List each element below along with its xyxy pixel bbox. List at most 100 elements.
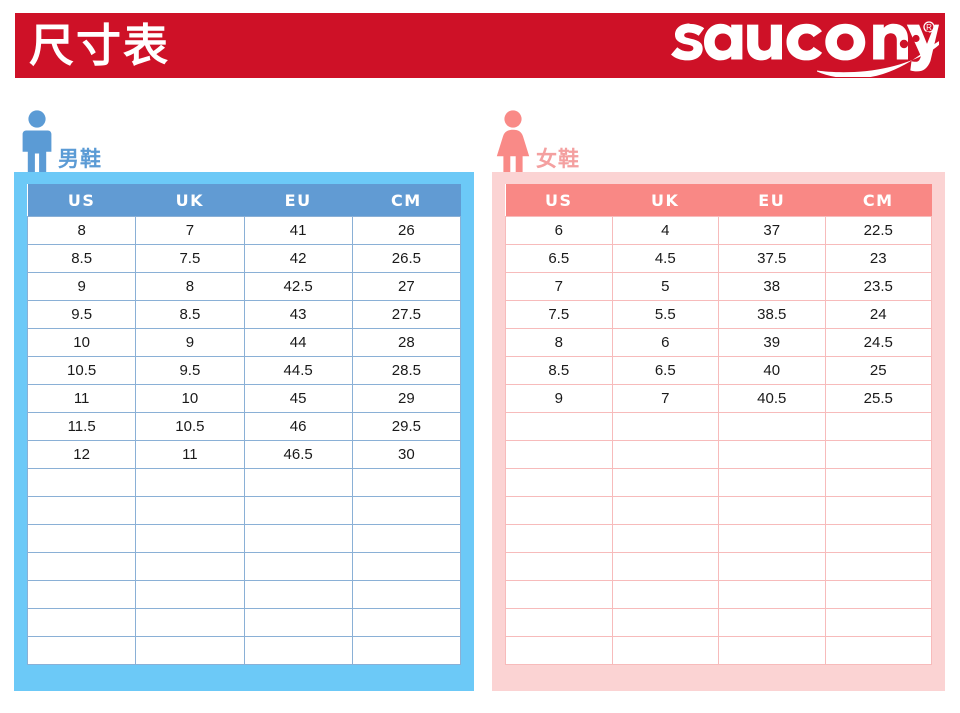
table-cell-cm [824, 440, 932, 469]
table-cell-cm: 24 [824, 300, 932, 329]
table-cell-cm: 22.5 [824, 216, 932, 245]
table-cell-eu [718, 608, 826, 637]
table-cell-us [26, 468, 137, 497]
table-cell-uk: 9.5 [135, 356, 245, 385]
table-cell-cm [824, 524, 932, 553]
table-row: 9.5 8.5 43 27.5 [26, 300, 462, 329]
table-row [26, 468, 462, 497]
male-figure-icon [22, 110, 52, 172]
table-cell-uk [135, 552, 245, 581]
table-cell-uk: 11 [135, 440, 245, 469]
table-row [26, 580, 462, 609]
column-header-eu: EU [244, 184, 353, 217]
table-cell-eu: 37.5 [718, 244, 826, 273]
table-cell-uk: 7 [135, 216, 245, 245]
table-row: 12 11 46.5 30 [26, 440, 462, 469]
column-header-cm: CM [352, 184, 461, 217]
table-cell-us: 10 [26, 328, 137, 357]
table-cell-uk: 7.5 [135, 244, 245, 273]
table-cell-us [26, 580, 137, 609]
table-cell-us [505, 636, 613, 665]
table-cell-cm [824, 468, 932, 497]
saucony-swoosh-logo: R [671, 20, 939, 77]
table-cell-us: 7 [505, 272, 613, 301]
saucony-logo: R [669, 15, 939, 77]
table-cell-eu [718, 524, 826, 553]
table-cell-cm [824, 580, 932, 609]
table-cell-us: 9.5 [26, 300, 137, 329]
table-header-row-men: US UK EU CM [27, 184, 461, 217]
table-cell-us: 12 [26, 440, 137, 469]
table-row [505, 496, 932, 525]
table-cell-eu [243, 608, 353, 637]
table-cell-eu: 44 [243, 328, 353, 357]
table-cell-uk: 8 [135, 272, 245, 301]
table-cell-cm: 23 [824, 244, 932, 273]
table-cell-uk: 5.5 [611, 300, 719, 329]
table-cell-cm [351, 580, 462, 609]
table-cell-eu: 42 [243, 244, 353, 273]
section-men: 男鞋 US UK EU CM 8 7 41 26 8.5 7.5 42 26.5 9 8 42.5 2… [14, 100, 474, 691]
table-cell-cm: 26 [351, 216, 462, 245]
table-row [26, 636, 462, 665]
table-cell-uk [611, 468, 719, 497]
table-cell-eu: 45 [243, 384, 353, 413]
column-header-uk: UK [135, 184, 244, 217]
column-header-eu: EU [718, 184, 825, 217]
table-cell-uk [135, 580, 245, 609]
table-cell-us: 9 [505, 384, 613, 413]
table-cell-us [26, 524, 137, 553]
table-cell-cm [351, 608, 462, 637]
table-cell-uk [611, 412, 719, 441]
table-cell-eu [243, 552, 353, 581]
table-row [26, 496, 462, 525]
table-cell-uk [135, 636, 245, 665]
table-cell-eu: 43 [243, 300, 353, 329]
table-row: 10.5 9.5 44.5 28.5 [26, 356, 462, 385]
table-row [505, 524, 932, 553]
panel-men: US UK EU CM 8 7 41 26 8.5 7.5 42 26.5 9 8 42.5 27 9.… [14, 172, 474, 691]
table-cell-cm [824, 552, 932, 581]
header-banner: 尺寸表 R [15, 13, 945, 78]
table-cell-us: 6.5 [505, 244, 613, 273]
table-cell-cm: 30 [351, 440, 462, 469]
page-title: 尺寸表 [29, 19, 171, 72]
table-cell-uk [611, 440, 719, 469]
table-cell-us [505, 412, 613, 441]
table-row: 8 7 41 26 [26, 216, 462, 245]
table-row [26, 552, 462, 581]
table-cell-cm [824, 412, 932, 441]
table-cell-cm [351, 524, 462, 553]
table-row: 6 4 37 22.5 [505, 216, 932, 245]
table-cell-eu [243, 496, 353, 525]
table-cell-us: 10.5 [26, 356, 137, 385]
table-cell-eu: 46 [243, 412, 353, 441]
table-cell-uk: 5 [611, 272, 719, 301]
table-row: 9 8 42.5 27 [26, 272, 462, 301]
column-header-us: US [505, 184, 612, 217]
table-row: 8.5 7.5 42 26.5 [26, 244, 462, 273]
table-cell-eu: 40.5 [718, 384, 826, 413]
column-header-uk: UK [612, 184, 719, 217]
panel-women: US UK EU CM 6 4 37 22.5 6.5 4.5 37.5 23 7 5 38 23.5… [492, 172, 945, 691]
table-cell-eu [243, 580, 353, 609]
table-row [505, 580, 932, 609]
table-row [26, 524, 462, 553]
table-cell-cm: 23.5 [824, 272, 932, 301]
size-table-women: US UK EU CM 6 4 37 22.5 6.5 4.5 37.5 23 7 5 38 23.5… [505, 184, 932, 665]
table-cell-cm: 25 [824, 356, 932, 385]
table-cell-us [26, 636, 137, 665]
table-cell-uk [611, 580, 719, 609]
table-cell-cm: 27 [351, 272, 462, 301]
table-row: 11 10 45 29 [26, 384, 462, 413]
table-cell-cm [824, 496, 932, 525]
table-cell-us: 8.5 [26, 244, 137, 273]
table-cell-cm: 29.5 [351, 412, 462, 441]
table-cell-uk [135, 468, 245, 497]
table-cell-uk [135, 496, 245, 525]
table-cell-us [505, 580, 613, 609]
section-label-men: 男鞋 [58, 147, 102, 171]
table-cell-cm [824, 636, 932, 665]
table-cell-uk: 10 [135, 384, 245, 413]
table-cell-cm [824, 608, 932, 637]
